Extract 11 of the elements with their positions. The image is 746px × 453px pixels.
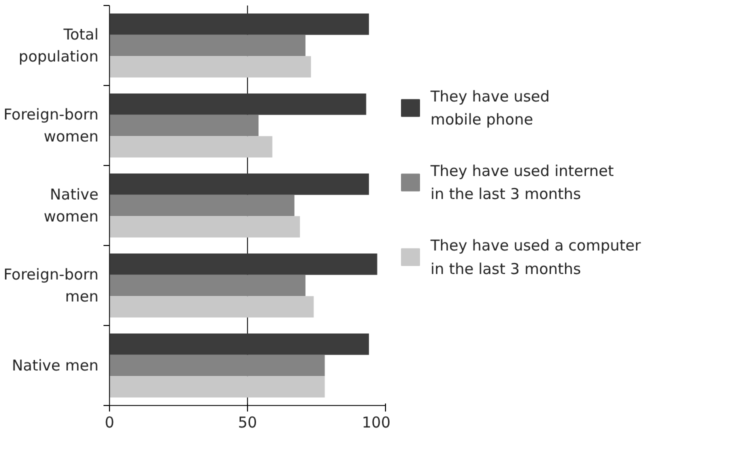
x-tick-label: 100 — [362, 414, 391, 432]
y-tick-label: Foreign-born men — [3, 266, 99, 306]
x-tick-label: 0 — [104, 414, 114, 432]
x-tick-label: 50 — [238, 414, 258, 432]
legend-label: They have used mobile phone — [430, 87, 550, 129]
legend-label: They have used internet in the last 3 months — [430, 162, 614, 204]
y-tick-label: Total population — [18, 26, 99, 66]
y-tick-label: Native men — [12, 356, 99, 374]
legend-label: They have used a computer in the last 3 months — [430, 236, 642, 278]
y-tick-label: Native women — [44, 186, 99, 226]
y-tick-label: Foreign-born women — [3, 106, 99, 146]
